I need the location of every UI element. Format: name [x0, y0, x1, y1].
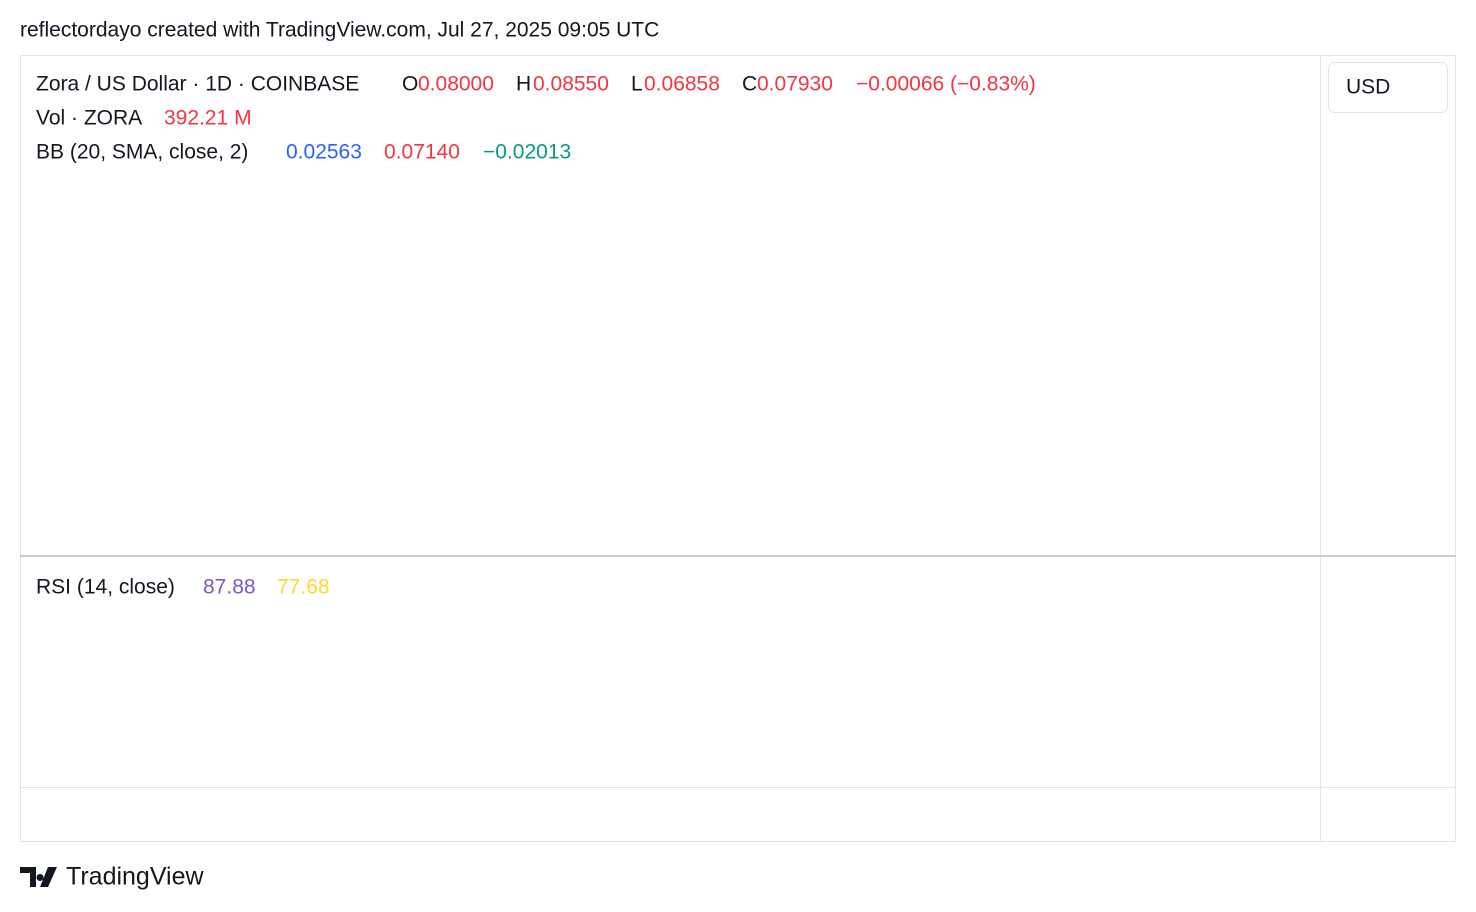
ohlc-value: 0.06858: [644, 73, 720, 96]
volume-value: 392.21 M: [164, 107, 252, 130]
ohlc-key: L: [631, 73, 643, 96]
chart-frame: [20, 55, 1456, 842]
ohlc-value: 0.08550: [533, 73, 609, 96]
symbol-title: Zora / US Dollar · 1D · COINBASE: [36, 73, 359, 96]
bb-value: 0.02563: [286, 141, 362, 164]
bb-value: 0.07140: [384, 141, 460, 164]
currency-label[interactable]: USD: [1346, 76, 1390, 99]
brand-name: TradingView: [66, 863, 205, 891]
attribution: reflectordayo created with TradingView.c…: [20, 19, 659, 42]
ohlc-value: 0.08000: [418, 73, 494, 96]
rsi-title: RSI (14, close): [36, 576, 175, 599]
ohlc-key: C: [742, 73, 757, 96]
currency-button[interactable]: [1328, 62, 1448, 113]
rsi-value: 87.88: [203, 576, 256, 599]
legend: Zora / US Dollar · 1D · COINBASE O 0.080…: [36, 73, 1036, 599]
volume-title: Vol · ZORA: [36, 107, 142, 130]
ohlc-key: O: [402, 73, 418, 96]
ohlc-value: 0.07930: [757, 73, 833, 96]
bb-title: BB (20, SMA, close, 2): [36, 141, 248, 164]
brand: TradingView: [20, 863, 205, 891]
rsi-value: 77.68: [277, 576, 330, 599]
ohlc-key: H: [516, 73, 531, 96]
change: −0.00066 (−0.83%): [856, 73, 1036, 96]
brand-logo: [20, 867, 57, 887]
bb-value: −0.02013: [483, 141, 571, 164]
